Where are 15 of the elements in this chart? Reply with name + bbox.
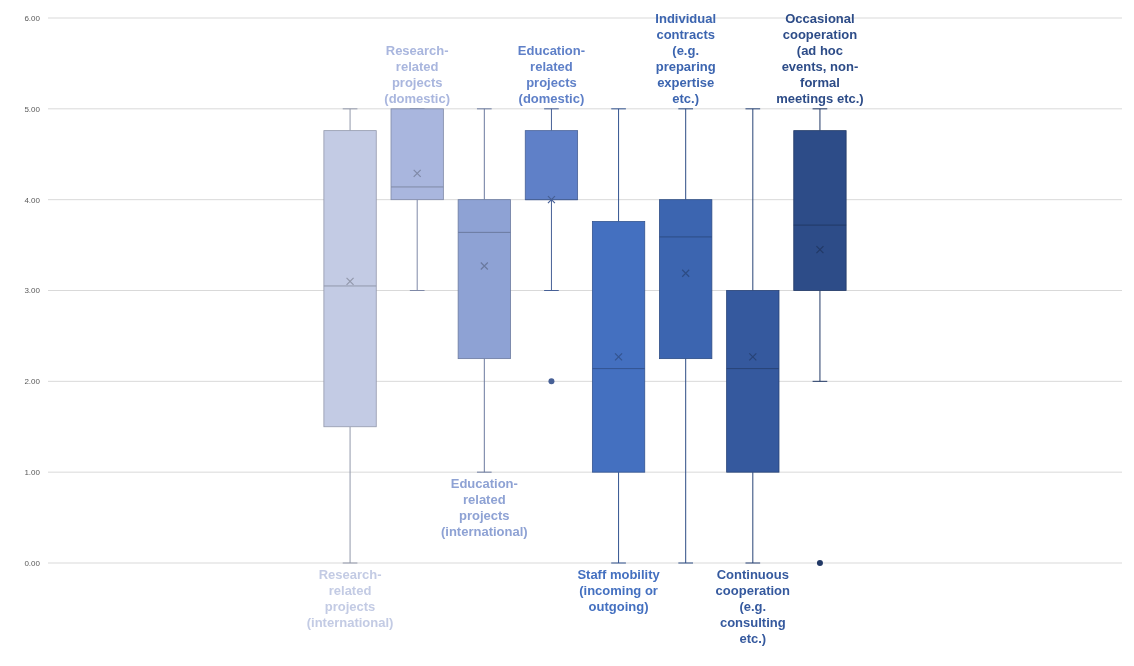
y-tick-label: 6.00 — [24, 13, 41, 23]
text: Staff mobility (incoming or outgoing) — [577, 567, 661, 614]
text: Continuous cooperation (e.g. consulting etc.) — [715, 567, 791, 646]
y-tick-label: 1.00 — [24, 468, 41, 478]
series-label: Education-related projects (domestic) — [517, 42, 586, 106]
y-tick-label: 0.00 — [24, 558, 41, 568]
y-tick-label: 5.00 — [24, 104, 41, 114]
y-tick-label: 4.00 — [24, 195, 41, 205]
series-label: Research-related projects (domestic) — [384, 42, 451, 106]
y-tick-label: 3.00 — [24, 286, 41, 296]
text: Individual contracts (e.g. preparing expertise etc.) — [655, 10, 717, 106]
text: Occasional cooperation (ad hoc events, non-formal meetings etc.) — [776, 10, 864, 106]
text: Education-related projects (international) — [440, 476, 528, 540]
y-tick-label: 2.00 — [24, 377, 41, 387]
text: Research-related projects (international) — [306, 567, 394, 630]
